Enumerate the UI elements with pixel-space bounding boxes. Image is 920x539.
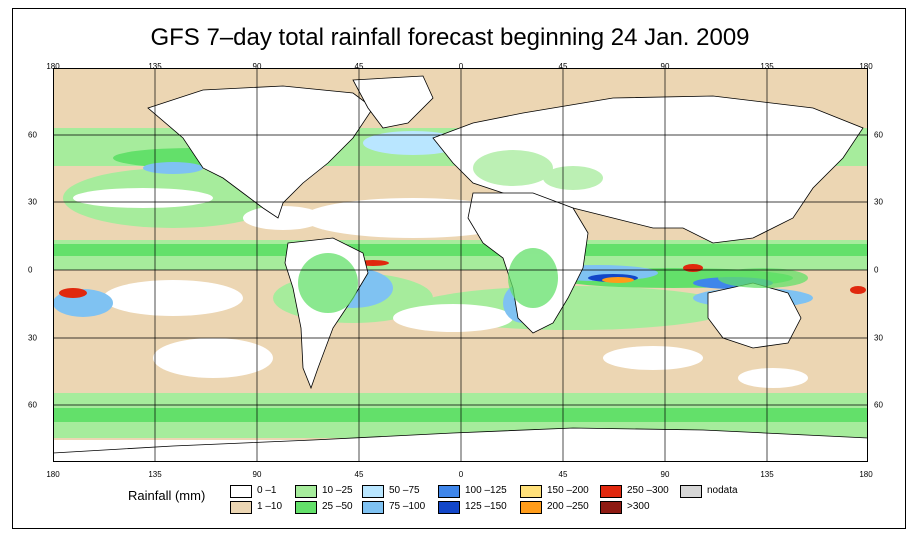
rainfall-map [53,68,868,462]
legend-swatch-10 [600,485,622,498]
lon-tick-top: 0 [458,62,464,71]
lat-tick-left: 60 [28,400,37,410]
lon-tick-bottom: 135 [760,470,774,479]
legend-label: 125 –150 [465,501,507,512]
graticule [53,68,868,462]
lon-tick-bottom: 135 [148,470,162,479]
lon-tick-top: 90 [660,62,670,71]
legend-swatch-9 [520,501,542,514]
lon-tick-bottom: 90 [660,470,670,479]
legend-swatch-3 [295,501,317,514]
map-border [53,68,868,462]
legend-swatch-11 [600,501,622,514]
legend-label: >300 [627,501,650,512]
legend-label: 100 –125 [465,485,507,496]
legend-swatch-4 [362,485,384,498]
lat-tick-right: 30 [874,333,883,343]
figure-frame [12,8,906,529]
lon-tick-top: 135 [760,62,774,71]
legend-label: 0 –1 [257,485,277,496]
legend-swatch-8 [520,485,542,498]
legend-swatch-7 [438,501,460,514]
legend: Rainfall (mm) 0 –1 1 –10 10 –25 25 –50 5… [120,483,880,519]
lon-tick-top: 90 [252,62,262,71]
map-title: GFS 7–day total rainfall forecast beginn… [150,24,750,51]
lon-tick-top: 180 [46,62,60,71]
lon-tick-bottom: 180 [859,470,873,479]
legend-label: 50 –75 [389,485,420,496]
lon-tick-bottom: 180 [46,470,60,479]
lat-tick-right: 60 [874,400,883,410]
legend-label: 250 –300 [627,485,669,496]
legend-swatch-2 [295,485,317,498]
coastlines [53,75,868,462]
legend-swatch-5 [362,501,384,514]
legend-swatch-1 [230,501,252,514]
legend-label: 25 –50 [322,501,353,512]
lat-tick-right: 0 [874,265,879,275]
legend-swatch-0 [230,485,252,498]
legend-title: Rainfall (mm) [128,488,206,503]
lat-tick-left: 30 [28,197,37,207]
legend-swatch-12 [680,485,702,498]
lon-tick-top: 45 [558,62,568,71]
legend-label: nodata [707,485,738,496]
lon-tick-bottom: 90 [252,470,262,479]
lon-tick-bottom: 45 [354,470,364,479]
lon-tick-bottom: 0 [458,470,464,479]
legend-label: 1 –10 [257,501,283,512]
lat-tick-left: 30 [28,333,37,343]
lon-tick-top: 45 [354,62,364,71]
lat-tick-right: 30 [874,197,883,207]
land-rain [298,150,808,313]
lat-tick-right: 60 [874,130,883,140]
lat-tick-left: 60 [28,130,37,140]
legend-label: 200 –250 [547,501,589,512]
legend-label: 75 –100 [389,501,426,512]
lon-tick-top: 135 [148,62,162,71]
lon-tick-top: 180 [859,62,873,71]
legend-swatch-6 [438,485,460,498]
legend-label: 150 –200 [547,485,589,496]
lon-tick-bottom: 45 [558,470,568,479]
lat-tick-left: 0 [28,265,33,275]
legend-label: 10 –25 [322,485,353,496]
